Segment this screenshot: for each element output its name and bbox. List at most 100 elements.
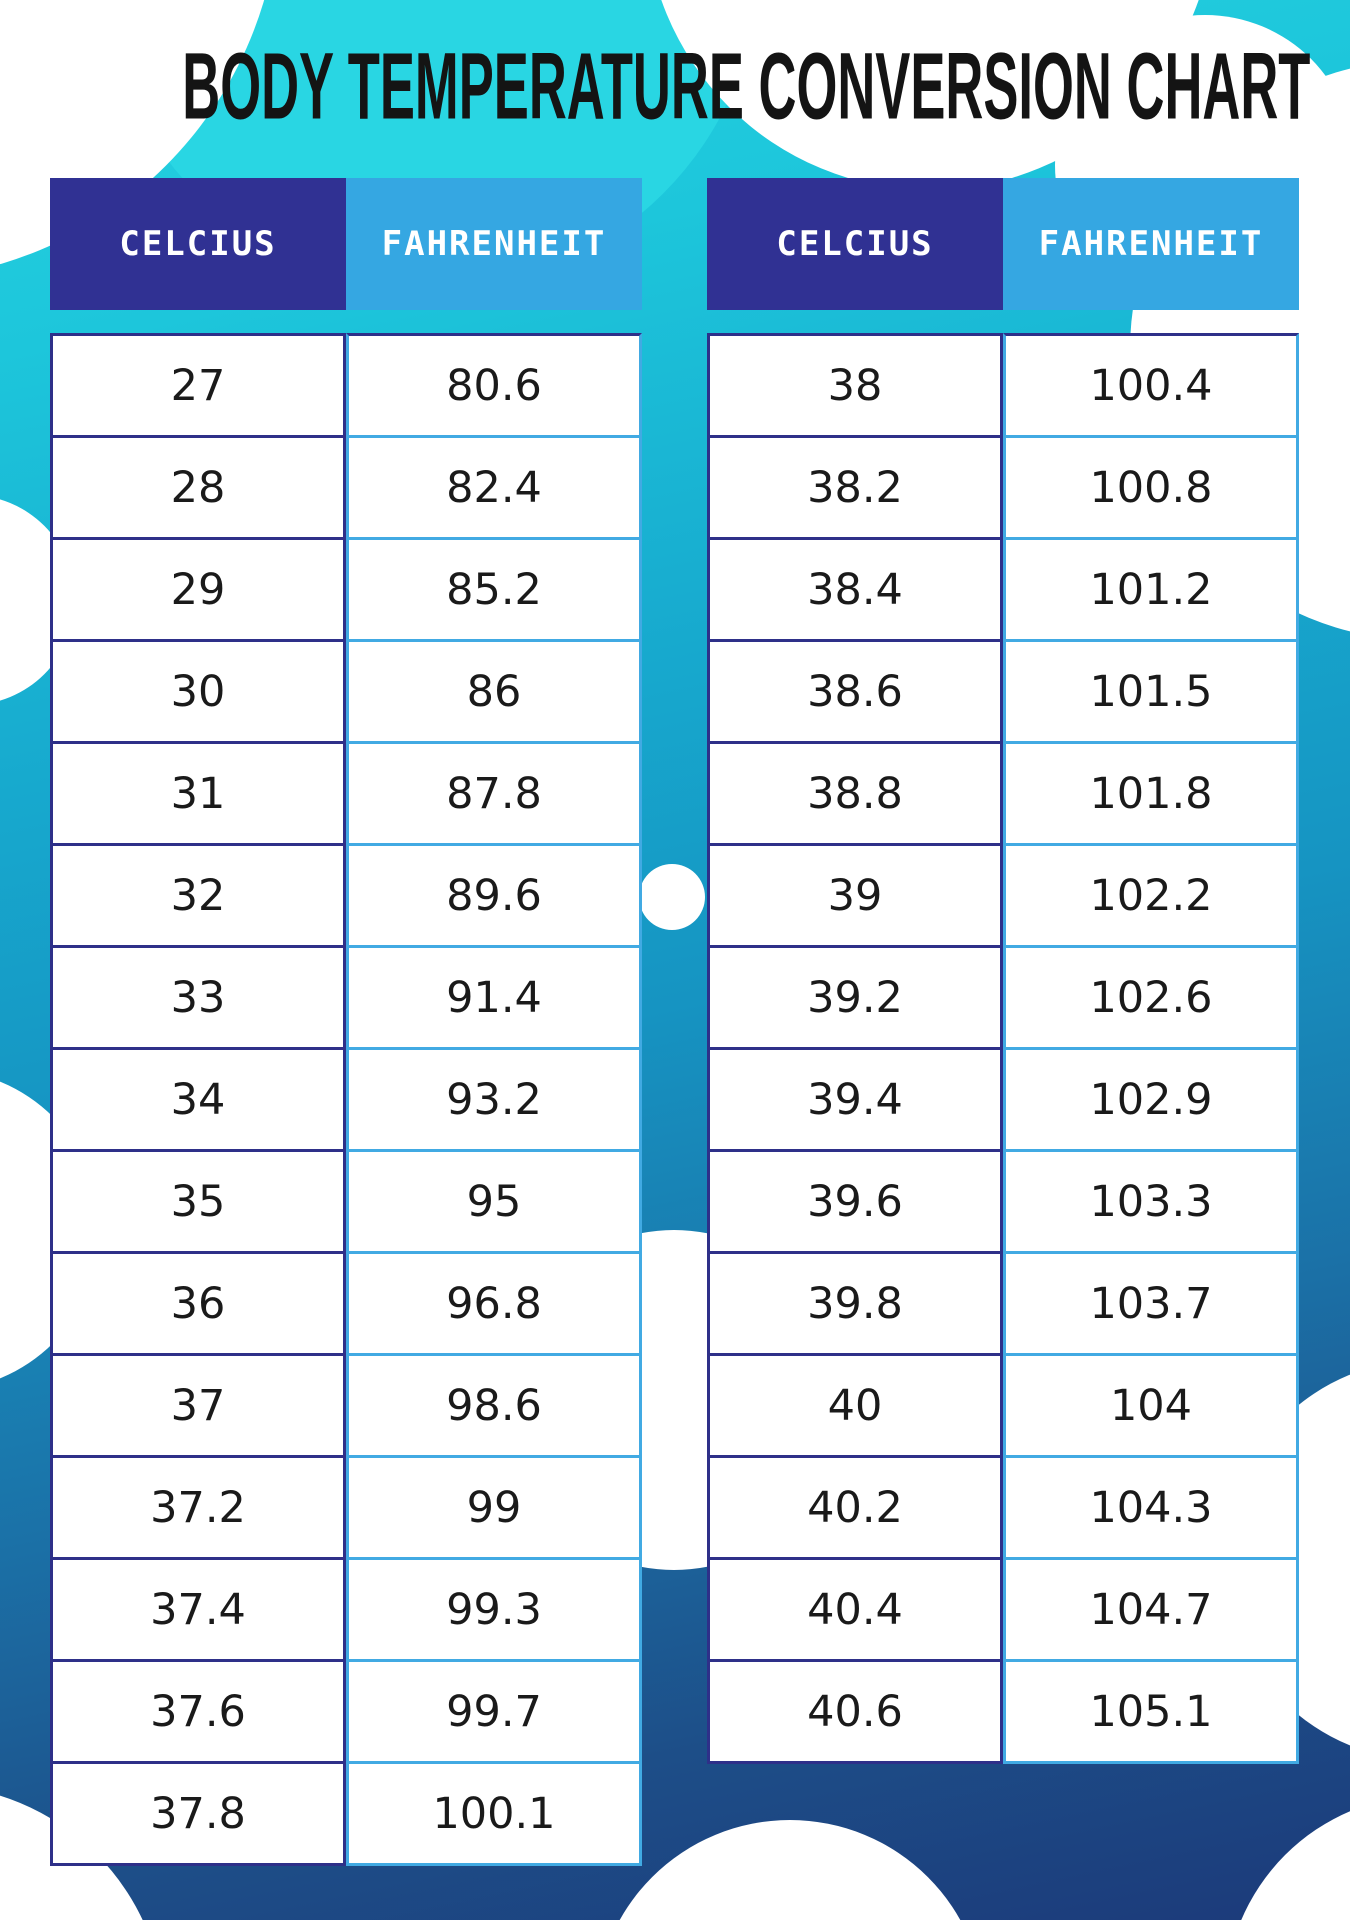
table-row: 40.2 104.3 bbox=[707, 1455, 1299, 1560]
table-row: 37.2 99 bbox=[50, 1455, 642, 1560]
table-row: 37.4 99.3 bbox=[50, 1557, 642, 1662]
table-body: 27 80.6 28 82.4 29 85.2 30 86 31 87.8 32 89.6 33 91.4… bbox=[50, 333, 642, 1866]
fahrenheit-column-header: FAHRENHEIT bbox=[346, 178, 642, 310]
table-row: 32 89.6 bbox=[50, 843, 642, 948]
celsius-cell: 37 bbox=[50, 1353, 346, 1458]
celsius-cell: 40 bbox=[707, 1353, 1003, 1458]
celsius-cell: 39 bbox=[707, 843, 1003, 948]
fahrenheit-cell: 99.7 bbox=[346, 1659, 642, 1764]
celsius-cell: 38.8 bbox=[707, 741, 1003, 846]
celsius-cell: 33 bbox=[50, 945, 346, 1050]
fahrenheit-cell: 100.1 bbox=[346, 1761, 642, 1866]
table-row: 40 104 bbox=[707, 1353, 1299, 1458]
fahrenheit-cell: 102.6 bbox=[1003, 945, 1299, 1050]
fahrenheit-cell: 96.8 bbox=[346, 1251, 642, 1356]
celsius-cell: 37.2 bbox=[50, 1455, 346, 1560]
celsius-cell: 32 bbox=[50, 843, 346, 948]
fahrenheit-cell: 101.8 bbox=[1003, 741, 1299, 846]
celsius-cell: 40.6 bbox=[707, 1659, 1003, 1764]
fahrenheit-cell: 103.3 bbox=[1003, 1149, 1299, 1254]
fahrenheit-cell: 103.7 bbox=[1003, 1251, 1299, 1356]
fahrenheit-cell: 93.2 bbox=[346, 1047, 642, 1152]
table-row: 38.4 101.2 bbox=[707, 537, 1299, 642]
table-row: 39 102.2 bbox=[707, 843, 1299, 948]
table-row: 38.8 101.8 bbox=[707, 741, 1299, 846]
table-row: 40.6 105.1 bbox=[707, 1659, 1299, 1764]
celsius-cell: 40.2 bbox=[707, 1455, 1003, 1560]
table-row: 28 82.4 bbox=[50, 435, 642, 540]
fahrenheit-cell: 85.2 bbox=[346, 537, 642, 642]
celsius-column-header: CELCIUS bbox=[707, 178, 1003, 310]
fahrenheit-cell: 101.5 bbox=[1003, 639, 1299, 744]
fahrenheit-cell: 91.4 bbox=[346, 945, 642, 1050]
fahrenheit-cell: 87.8 bbox=[346, 741, 642, 846]
fahrenheit-cell: 104.3 bbox=[1003, 1455, 1299, 1560]
bg-circle-white bbox=[595, 1820, 985, 1920]
fahrenheit-cell: 100.8 bbox=[1003, 435, 1299, 540]
bg-circle-white bbox=[639, 864, 705, 930]
celsius-column-header: CELCIUS bbox=[50, 178, 346, 310]
celsius-cell: 28 bbox=[50, 435, 346, 540]
fahrenheit-column-header: FAHRENHEIT bbox=[1003, 178, 1299, 310]
celsius-cell: 36 bbox=[50, 1251, 346, 1356]
celsius-cell: 40.4 bbox=[707, 1557, 1003, 1662]
celsius-cell: 38.4 bbox=[707, 537, 1003, 642]
table-row: 36 96.8 bbox=[50, 1251, 642, 1356]
celsius-cell: 38.6 bbox=[707, 639, 1003, 744]
table-row: 39.2 102.6 bbox=[707, 945, 1299, 1050]
table-row: 34 93.2 bbox=[50, 1047, 642, 1152]
celsius-cell: 30 bbox=[50, 639, 346, 744]
table-row: 27 80.6 bbox=[50, 333, 642, 438]
table-row: 39.6 103.3 bbox=[707, 1149, 1299, 1254]
table-header: CELCIUS FAHRENHEIT bbox=[50, 178, 642, 310]
celsius-cell: 38.2 bbox=[707, 435, 1003, 540]
fahrenheit-cell: 101.2 bbox=[1003, 537, 1299, 642]
fahrenheit-cell: 80.6 bbox=[346, 333, 642, 438]
celsius-cell: 29 bbox=[50, 537, 346, 642]
table-row: 33 91.4 bbox=[50, 945, 642, 1050]
fahrenheit-cell: 105.1 bbox=[1003, 1659, 1299, 1764]
table-row: 37.8 100.1 bbox=[50, 1761, 642, 1866]
fahrenheit-cell: 102.9 bbox=[1003, 1047, 1299, 1152]
table-row: 38.6 101.5 bbox=[707, 639, 1299, 744]
table-row: 38.2 100.8 bbox=[707, 435, 1299, 540]
fahrenheit-cell: 99 bbox=[346, 1455, 642, 1560]
fahrenheit-cell: 95 bbox=[346, 1149, 642, 1254]
table-row: 39.8 103.7 bbox=[707, 1251, 1299, 1356]
celsius-cell: 37.4 bbox=[50, 1557, 346, 1662]
celsius-cell: 39.2 bbox=[707, 945, 1003, 1050]
page-title: BODY TEMPERATURE CONVERSION CHART bbox=[182, 34, 1311, 140]
fahrenheit-cell: 104.7 bbox=[1003, 1557, 1299, 1662]
celsius-cell: 39.8 bbox=[707, 1251, 1003, 1356]
celsius-cell: 35 bbox=[50, 1149, 346, 1254]
celsius-cell: 39.6 bbox=[707, 1149, 1003, 1254]
table-row: 30 86 bbox=[50, 639, 642, 744]
fahrenheit-cell: 102.2 bbox=[1003, 843, 1299, 948]
celsius-cell: 31 bbox=[50, 741, 346, 846]
table-body: 38 100.4 38.2 100.8 38.4 101.2 38.6 101.5 38.8 10… bbox=[707, 333, 1299, 1764]
table-row: 37.6 99.7 bbox=[50, 1659, 642, 1764]
celsius-cell: 39.4 bbox=[707, 1047, 1003, 1152]
fahrenheit-cell: 99.3 bbox=[346, 1557, 642, 1662]
fahrenheit-cell: 86 bbox=[346, 639, 642, 744]
fahrenheit-cell: 89.6 bbox=[346, 843, 642, 948]
celsius-cell: 37.6 bbox=[50, 1659, 346, 1764]
fahrenheit-cell: 82.4 bbox=[346, 435, 642, 540]
table-row: 31 87.8 bbox=[50, 741, 642, 846]
celsius-cell: 38 bbox=[707, 333, 1003, 438]
conversion-table-right: CELCIUS FAHRENHEIT 38 100.4 38.2 100.8 38.4 1… bbox=[707, 178, 1299, 1764]
celsius-cell: 27 bbox=[50, 333, 346, 438]
table-row: 38 100.4 bbox=[707, 333, 1299, 438]
table-row: 35 95 bbox=[50, 1149, 642, 1254]
table-row: 39.4 102.9 bbox=[707, 1047, 1299, 1152]
celsius-cell: 34 bbox=[50, 1047, 346, 1152]
fahrenheit-cell: 100.4 bbox=[1003, 333, 1299, 438]
conversion-table-left: CELCIUS FAHRENHEIT 27 80.6 28 82.4 29 85.2 30 8… bbox=[50, 178, 642, 1866]
table-row: 37 98.6 bbox=[50, 1353, 642, 1458]
title-container: BODY TEMPERATURE CONVERSION CHART bbox=[0, 37, 1350, 136]
celsius-cell: 37.8 bbox=[50, 1761, 346, 1866]
table-header: CELCIUS FAHRENHEIT bbox=[707, 178, 1299, 310]
table-row: 29 85.2 bbox=[50, 537, 642, 642]
fahrenheit-cell: 104 bbox=[1003, 1353, 1299, 1458]
